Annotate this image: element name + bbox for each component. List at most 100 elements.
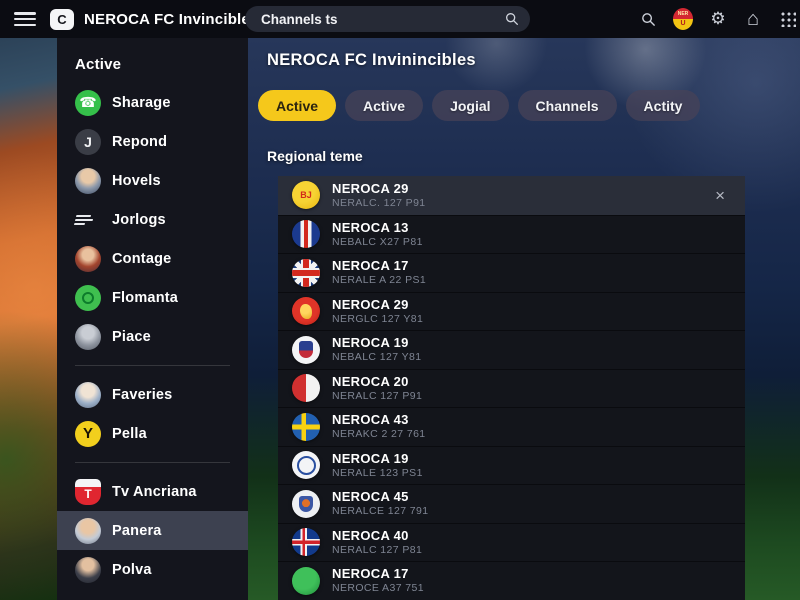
channel-row[interactable]: NEROCA 40 NERALC 127 P81 (278, 522, 745, 562)
channel-subtitle: NEBALC 127 Y81 (332, 351, 422, 364)
channel-text: NEROCA 19 NERALE 123 PS1 (332, 451, 423, 480)
sidebar-item-contage[interactable]: Contage (57, 239, 248, 278)
channel-text: NEROCA 29 NERALC. 127 P91 (332, 181, 426, 210)
lines-icon (72, 207, 104, 233)
avatar (75, 323, 101, 350)
iceland-flag-icon (292, 528, 320, 557)
channel-name: NEROCA 17 (332, 258, 409, 274)
sidebar-item-hovels[interactable]: Hovels (57, 161, 248, 200)
gear-icon[interactable]: ⚙ (710, 9, 726, 28)
tab-jogial-2[interactable]: Jogial (432, 90, 509, 121)
channel-row[interactable]: NEROCA 17 NEROCE A37 751 (278, 561, 745, 600)
avatar (75, 245, 101, 272)
sidebar-item-label: Flomanta (112, 289, 179, 306)
sidebar-item-panera[interactable]: Panera (57, 511, 248, 550)
search-icon[interactable] (638, 9, 658, 29)
tab-bar: Active Active Jogial Channels Actity (258, 90, 701, 121)
channel-row[interactable]: NEROCA 19 NERALE 123 PS1 (278, 445, 745, 485)
channel-row[interactable]: BJ NEROCA 29 NERALC. 127 P91 × (278, 176, 745, 215)
channel-subtitle: NEBALC X27 P81 (332, 235, 423, 248)
channel-text: NEROCA 13 NEBALC X27 P81 (332, 220, 423, 249)
sidebar-item-flomanta[interactable]: Flomanta (57, 278, 248, 317)
emblem-blue-flag-icon (292, 451, 320, 480)
channel-subtitle: NERALE 123 PS1 (332, 466, 423, 479)
channel-name: NEROCA 29 (332, 180, 409, 196)
tab-channels-3[interactable]: Channels (517, 90, 617, 121)
channel-row[interactable]: NEROCA 43 NERAKC 2 27 761 (278, 407, 745, 446)
sidebar-list: ☎ Sharage J Repond Hovels Jorlogs Contage Floma… (57, 83, 248, 589)
hamburger-menu-icon[interactable] (14, 12, 36, 26)
search-input[interactable] (261, 11, 504, 27)
sidebar-item-label: Hovels (112, 172, 161, 189)
crest-br-flag-icon (292, 489, 320, 518)
sidebar-item-pella[interactable]: Y Pella (57, 414, 248, 453)
channel-name: NEROCA 19 (332, 335, 409, 351)
channel-text: NEROCA 29 NERGLC 127 Y81 (332, 297, 423, 326)
channel-text: NEROCA 45 NERALCE 127 791 (332, 489, 428, 518)
channel-text: NEROCA 20 NERALC 127 P91 (332, 374, 422, 403)
channel-text: NEROCA 17 NEROCE A37 751 (332, 566, 424, 595)
page-title: NEROCA FC Invinincibles (267, 51, 476, 69)
sidebar-item-faveries[interactable]: Faveries (57, 375, 248, 414)
channel-row[interactable]: NEROCA 17 NERALE A 22 PS1 (278, 253, 745, 292)
tab-active-0[interactable]: Active (258, 90, 337, 121)
channel-name: NEROCA 17 (332, 566, 409, 582)
channel-name: NEROCA 20 (332, 373, 409, 389)
sidebar-item-jorlogs[interactable]: Jorlogs (57, 200, 248, 239)
app-logo[interactable]: C (50, 8, 74, 30)
spiral-icon (75, 284, 101, 311)
home-icon[interactable]: ⌂ (746, 7, 760, 30)
app-logo-glyph: C (57, 11, 67, 27)
crest-yellow-flag-icon: BJ (292, 181, 320, 210)
sidebar-item-sharage[interactable]: ☎ Sharage (57, 83, 248, 122)
avatar (75, 517, 101, 544)
green-a-flag-icon (292, 566, 320, 595)
half-rw-flag-icon (292, 374, 320, 403)
sidebar-item-label: Repond (112, 133, 168, 150)
channel-subtitle: NERALC 127 P91 (332, 389, 423, 402)
sidebar-item-piace[interactable]: Piace (57, 317, 248, 356)
search-box[interactable] (245, 6, 530, 32)
channel-text: NEROCA 17 NERALE A 22 PS1 (332, 258, 426, 287)
sidebar-item-polva[interactable]: Polva (57, 550, 248, 589)
sidebar-item-label: Contage (112, 250, 172, 267)
channel-row[interactable]: NEROCA 29 NERGLC 127 Y81 (278, 291, 745, 331)
crest-wb-flag-icon (292, 335, 320, 364)
channel-row[interactable]: NEROCA 13 NEBALC X27 P81 (278, 214, 745, 254)
channel-row[interactable]: NEROCA 19 NEBALC 127 Y81 (278, 330, 745, 369)
apps-grid-icon[interactable] (778, 9, 798, 29)
channel-name: NEROCA 45 (332, 489, 409, 505)
channel-text: NEROCA 43 NERAKC 2 27 761 (332, 412, 426, 441)
tab-active-1[interactable]: Active (345, 90, 424, 121)
letter-y-icon: Y (75, 420, 101, 447)
sidebar-item-label: Jorlogs (112, 211, 166, 228)
sidebar-item-label: Piace (112, 328, 151, 345)
avatar (75, 167, 101, 194)
channel-row[interactable]: NEROCA 20 NERALC 127 P91 (278, 368, 745, 408)
club-badge-icon[interactable]: NER U (673, 8, 693, 30)
channel-subtitle: NERAKC 2 27 761 (332, 428, 426, 441)
sidebar-item-label: Pella (112, 425, 147, 442)
phone-icon: ☎ (75, 89, 101, 116)
sidebar-item-label: Polva (112, 561, 152, 578)
sidebar-divider (75, 462, 230, 463)
channel-subtitle: NERGLC 127 Y81 (332, 312, 424, 325)
channel-name: NEROCA 43 (332, 412, 409, 428)
channel-name: NEROCA 13 (332, 219, 409, 235)
sidebar-heading: Active (75, 56, 122, 73)
sidebar-item-tv-ancriana[interactable]: T Tv Ancriana (57, 472, 248, 511)
sidebar-divider (75, 365, 230, 366)
close-icon[interactable]: × (715, 185, 725, 205)
channel-list: BJ NEROCA 29 NERALC. 127 P91 × NEROCA 13 NEBA… (278, 176, 745, 600)
player-photo-background (0, 38, 57, 600)
sidebar-item-repond[interactable]: J Repond (57, 122, 248, 161)
cockade-flag-icon (292, 220, 320, 249)
channel-name: NEROCA 40 (332, 527, 409, 543)
union-jack-flag-icon (292, 258, 320, 287)
channel-text: NEROCA 40 NERALC 127 P81 (332, 528, 422, 557)
lion-red-flag-icon (292, 297, 320, 326)
app-title: NEROCA FC Invincibles (84, 10, 259, 28)
tab-actity-4[interactable]: Actity (625, 90, 701, 121)
channel-row[interactable]: NEROCA 45 NERALCE 127 791 (278, 484, 745, 523)
